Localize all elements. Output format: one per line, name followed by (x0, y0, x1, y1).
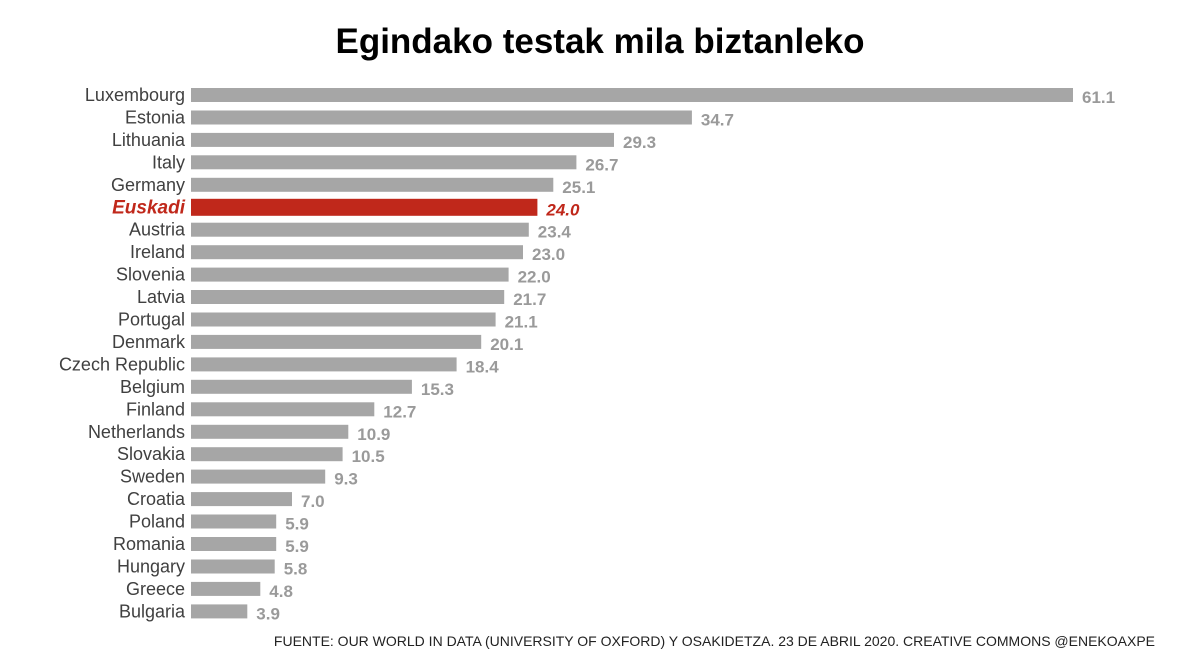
value-label: 9.3 (334, 470, 358, 489)
bar-czech-republic (191, 357, 457, 372)
category-label: Romania (113, 534, 186, 554)
bar-latvia (191, 290, 505, 304)
value-label: 3.9 (256, 604, 280, 623)
category-label: Slovakia (117, 444, 186, 464)
category-label: Ireland (130, 242, 185, 262)
category-label: Greece (126, 579, 185, 599)
chart-title: Egindako testak mila biztanleko (335, 22, 865, 61)
bar-sweden (191, 469, 326, 484)
bar-luxembourg (191, 88, 1073, 102)
category-label: Euskadi (112, 197, 186, 218)
category-label: Latvia (137, 287, 186, 307)
bar-euskadi (191, 198, 538, 216)
category-label: Netherlands (88, 422, 185, 442)
category-label: Italy (152, 152, 185, 172)
bar-slovakia (191, 447, 343, 462)
category-label: Estonia (125, 108, 186, 128)
value-label: 5.8 (284, 560, 308, 579)
bar-romania (191, 537, 277, 551)
category-label: Bulgaria (119, 601, 186, 621)
value-label: 21.1 (505, 313, 538, 332)
value-label: 20.1 (490, 335, 523, 354)
value-label: 15.3 (421, 380, 454, 399)
value-label: 21.7 (513, 290, 546, 309)
value-label: 23.4 (538, 223, 572, 242)
bar-ireland (191, 245, 523, 260)
value-label: 25.1 (562, 178, 595, 197)
bar-italy (191, 155, 577, 170)
bar-estonia (191, 110, 692, 125)
value-label: 23.0 (532, 245, 565, 264)
category-label: Austria (129, 220, 186, 240)
value-label: 5.9 (285, 537, 309, 556)
category-label: Czech Republic (59, 354, 185, 374)
bar-croatia (191, 492, 292, 507)
bar-greece (191, 581, 261, 596)
value-label: 4.8 (269, 582, 293, 601)
value-label: 22.0 (518, 268, 551, 287)
category-label: Luxembourg (85, 85, 185, 105)
bar-slovenia (191, 267, 509, 282)
bar-austria (191, 222, 529, 237)
bar-germany (191, 177, 554, 192)
category-label: Croatia (127, 489, 186, 509)
value-label: 29.3 (623, 133, 656, 152)
value-label: 5.9 (285, 515, 309, 534)
value-label: 18.4 (466, 357, 500, 376)
bar-denmark (191, 334, 482, 349)
value-label: 7.0 (301, 492, 325, 511)
bar-belgium (191, 379, 412, 394)
bar-lithuania (191, 132, 614, 147)
category-label: Belgium (120, 377, 185, 397)
bar-portugal (191, 312, 496, 327)
bar-hungary (191, 559, 275, 574)
category-label: Sweden (120, 467, 185, 487)
category-label: Germany (111, 175, 185, 195)
category-label: Slovenia (116, 265, 186, 285)
category-label: Portugal (118, 310, 185, 330)
category-label: Finland (126, 399, 185, 419)
value-label: 24.0 (545, 200, 580, 219)
bar-bulgaria (191, 604, 248, 619)
value-label: 10.9 (357, 425, 390, 444)
source-note: FUENTE: OUR WORLD IN DATA (UNIVERSITY OF… (273, 633, 1155, 649)
category-label: Hungary (117, 557, 185, 577)
value-label: 34.7 (701, 111, 734, 130)
bar-poland (191, 514, 277, 529)
category-label: Lithuania (112, 130, 186, 150)
value-label: 61.1 (1082, 88, 1115, 107)
bar-finland (191, 402, 375, 417)
category-label: Poland (129, 512, 185, 532)
value-label: 12.7 (383, 402, 416, 421)
bar-netherlands (191, 424, 349, 439)
value-label: 26.7 (585, 155, 618, 174)
value-label: 10.5 (352, 447, 385, 466)
category-label: Denmark (112, 332, 186, 352)
